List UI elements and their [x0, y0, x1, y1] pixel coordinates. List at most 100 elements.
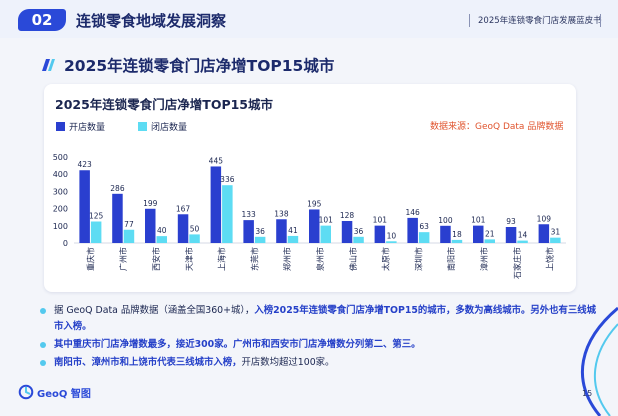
data-label-open: 93: [506, 217, 516, 226]
x-tick-label: 石家庄市: [512, 247, 522, 279]
decorative-curve: [580, 306, 618, 416]
bar-closed: [254, 236, 266, 243]
chart-card: [44, 84, 576, 292]
data-label-open: 133: [241, 210, 256, 219]
x-tick-label: 南阳市: [446, 247, 456, 271]
bullet-dot: [40, 360, 46, 366]
insight-text-segment: 南阳市、漳州市和上饶市代表三线城市入榜，: [54, 357, 242, 368]
bar-closed: [386, 241, 397, 243]
data-label-open: 109: [537, 214, 552, 223]
legend-item-closed: 闭店数量: [138, 120, 187, 133]
bar-closed: [287, 235, 299, 243]
section-number: 02: [31, 11, 53, 29]
bar-open: [374, 225, 386, 243]
legend-item-open: 开店数量: [56, 120, 105, 133]
data-label-open: 100: [438, 216, 453, 225]
data-label-closed: 63: [419, 222, 429, 231]
bar-closed: [90, 221, 102, 243]
data-label-open: 167: [176, 204, 191, 213]
data-label-closed: 14: [518, 231, 528, 240]
data-label-closed: 50: [190, 224, 200, 233]
data-label-open: 138: [274, 209, 289, 218]
data-label-open: 199: [143, 199, 158, 208]
bar-closed: [222, 185, 233, 243]
bar-open: [538, 224, 550, 243]
data-label-open: 146: [405, 208, 420, 217]
bar-open: [112, 193, 123, 243]
x-tick-label: 太原市: [381, 247, 391, 271]
bar-closed: [418, 232, 430, 243]
insight-text-segment: 据 GeoQ Data 品牌数据（涵盖全国360+城），: [54, 305, 255, 316]
x-tick-label: 漳州市: [479, 247, 489, 271]
bar-open: [276, 219, 287, 243]
data-label-closed: 40: [157, 226, 167, 235]
legend-swatch-open: [56, 122, 65, 131]
data-label-closed: 101: [319, 216, 334, 225]
page-header: 02 连锁零食地域发展洞察 2025年连锁零食门店发展蓝皮书: [0, 0, 618, 38]
data-label-closed: 36: [354, 227, 364, 236]
insight-list: 据 GeoQ Data 品牌数据（涵盖全国360+城），入榜2025年连锁零食门…: [40, 303, 600, 371]
section-title: 连锁零食地域发展洞察: [76, 12, 227, 30]
bar-open: [473, 225, 484, 243]
report-name: 2025年连锁零食门店发展蓝皮书: [478, 16, 602, 26]
bullet-dot: [40, 342, 46, 348]
insight-item-2: 其中重庆市门店净增数最多，接近300家。广州市和西安市门店净增数分列第二、第三。: [40, 337, 600, 353]
data-label-closed: 21: [485, 229, 495, 238]
header-divider-right: [600, 14, 601, 27]
legend-label-open: 开店数量: [69, 123, 106, 133]
bullet-dot: [40, 308, 46, 314]
data-label-open: 101: [373, 216, 388, 225]
x-tick-label: 郑州市: [282, 247, 292, 271]
x-tick-label: 西安市: [151, 247, 161, 271]
bar-open: [505, 227, 517, 243]
data-label-closed: 336: [220, 175, 235, 184]
data-label-closed: 77: [124, 220, 134, 229]
y-tick-label: 200: [53, 205, 68, 214]
data-label-closed: 125: [89, 212, 104, 221]
y-tick-label: 300: [53, 187, 68, 196]
data-label-closed: 31: [551, 228, 561, 237]
bar-closed: [353, 236, 364, 243]
x-tick-label: 佛山市: [348, 247, 358, 271]
data-label-open: 445: [209, 156, 224, 165]
data-label-open: 423: [77, 160, 92, 169]
data-source-note: 数据来源：GeoQ Data 品牌数据: [430, 122, 564, 132]
logo-text: GeoQ 智图: [37, 389, 91, 400]
page-number: 15: [582, 389, 593, 398]
x-tick-label: 重庆市: [85, 247, 95, 271]
data-label-closed: 18: [452, 230, 462, 239]
bar-open: [79, 170, 90, 243]
section-heading: 2025年连锁零食门店净增TOP15城市: [64, 57, 335, 75]
bar-open: [407, 217, 418, 243]
bar-open: [440, 225, 451, 243]
data-label-closed: 10: [387, 231, 397, 240]
y-tick-label: 500: [53, 153, 68, 162]
bar-closed: [517, 240, 528, 243]
data-label-open: 195: [307, 199, 322, 208]
insight-item-3: 南阳市、漳州市和上饶市代表三线城市入榜，开店数均超过100家。: [40, 355, 600, 371]
double-slash-icon: [42, 59, 55, 71]
bar-chart: 0 100 200 300 400 500 423 125 重庆市 286 77 广州市 199 40 西安…: [53, 153, 566, 279]
bar-open: [341, 220, 353, 243]
data-label-closed: 36: [255, 227, 265, 236]
x-tick-label: 泉州市: [315, 247, 325, 271]
insight-text-segment: 开店数均超过100家。: [241, 357, 335, 368]
header-divider-left: [469, 14, 470, 27]
bar-open: [145, 208, 156, 243]
bar-open: [177, 214, 189, 243]
data-label-closed: 41: [288, 226, 298, 235]
y-tick-label: 100: [53, 222, 68, 231]
bar-open: [210, 166, 222, 243]
x-tick-label: 东莞市: [249, 247, 259, 271]
x-tick-label: 广州市: [118, 247, 128, 271]
x-tick-label: 深圳市: [413, 247, 423, 271]
section-number-badge: [18, 9, 66, 31]
y-tick-label: 400: [53, 170, 68, 179]
x-tick-label: 上海市: [217, 247, 227, 271]
bar-closed: [156, 236, 167, 243]
insight-text-segment: 其中重庆市门店净增数最多，接近300家。广州市和西安市门店净增数分列第二、第三。: [54, 339, 421, 350]
insight-text-segment: 入榜2025年连锁零食门店净增TOP15的城市，多数为高线城市。另外也有三线城市…: [54, 305, 597, 332]
y-tick-label: 0: [63, 239, 68, 248]
data-label-open: 128: [340, 211, 355, 220]
